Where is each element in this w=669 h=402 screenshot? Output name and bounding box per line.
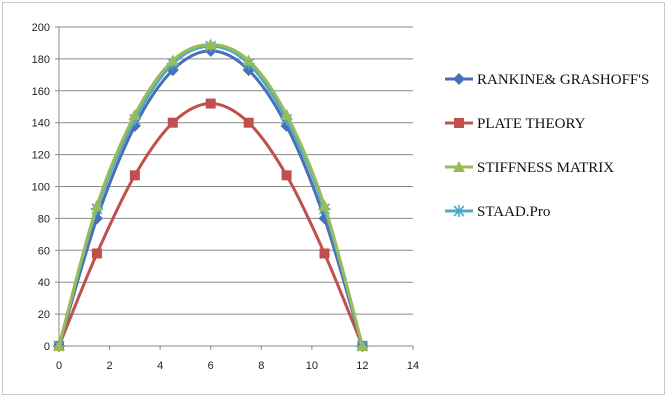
data-point [90,199,103,211]
legend-item: STAAD.Pro [445,204,550,220]
y-tick-label: 200 [32,22,50,34]
data-point [356,340,369,351]
data-point [242,54,255,66]
series-line [57,49,364,347]
chart-frame: 0 20 40 60 80 100 120 140 160 180 200 0 2 4 6 8 10 12 14 RA… [2,2,665,395]
legend-item: STIFFNESS MATRIX [445,160,614,176]
y-tick-label: 60 [38,245,50,257]
x-tick-label: 14 [407,360,419,372]
x-tick-label: 6 [208,360,214,372]
y-tick-label: 100 [32,182,50,194]
legend-item: RANKINE& GRASHOFF'S [445,72,649,88]
line-chart: 0 20 40 60 80 100 120 140 160 180 200 0 2 4 6 8 10 12 14 RA… [32,22,650,372]
y-tick-label: 40 [38,277,50,289]
data-point [53,340,65,351]
y-tick-label: 160 [32,86,50,98]
y-tick-label: 80 [38,213,50,225]
y-tick-label: 180 [32,54,50,66]
data-point [205,98,216,109]
series-stiffness-matrix [53,38,369,351]
data-point [204,38,217,50]
data-point [319,248,330,259]
x-tick-labels: 0 2 4 6 8 10 12 14 [56,346,419,372]
legend-marker [453,161,465,172]
legend-label: STAAD.Pro [477,204,550,220]
legend-item: PLATE THEORY [445,116,586,132]
x-tick-label: 0 [56,360,62,372]
legend: RANKINE& GRASHOFF'S PLATE THEORY STIFFNESS… [445,72,649,220]
x-tick-label: 2 [107,360,113,372]
data-point [280,108,293,120]
legend-marker [453,73,465,85]
data-point [243,117,254,128]
series-plate-theory [54,98,368,351]
y-tick-label: 20 [38,309,50,321]
y-tick-label: 0 [44,341,50,353]
data-point [91,248,102,259]
data-point [318,199,331,211]
legend-label: RANKINE& GRASHOFF'S [477,72,649,88]
data-point [167,117,178,128]
data-point [128,108,141,120]
y-tick-label: 140 [32,118,50,130]
y-gridlines [59,26,413,347]
legend-label: PLATE THEORY [477,116,586,132]
x-tick-label: 10 [306,360,318,372]
data-point [281,170,292,181]
y-tick-labels: 0 20 40 60 80 100 120 140 160 180 200 [32,22,59,353]
legend-label: STIFFNESS MATRIX [477,160,614,176]
series-line [57,102,364,347]
x-tick-label: 4 [157,360,163,372]
legend-marker [454,118,464,128]
x-tick-label: 12 [356,360,368,372]
y-tick-label: 120 [32,150,50,162]
data-point [129,170,140,181]
x-tick-label: 8 [258,360,264,372]
data-point [166,54,179,66]
legend-marker [453,205,465,217]
